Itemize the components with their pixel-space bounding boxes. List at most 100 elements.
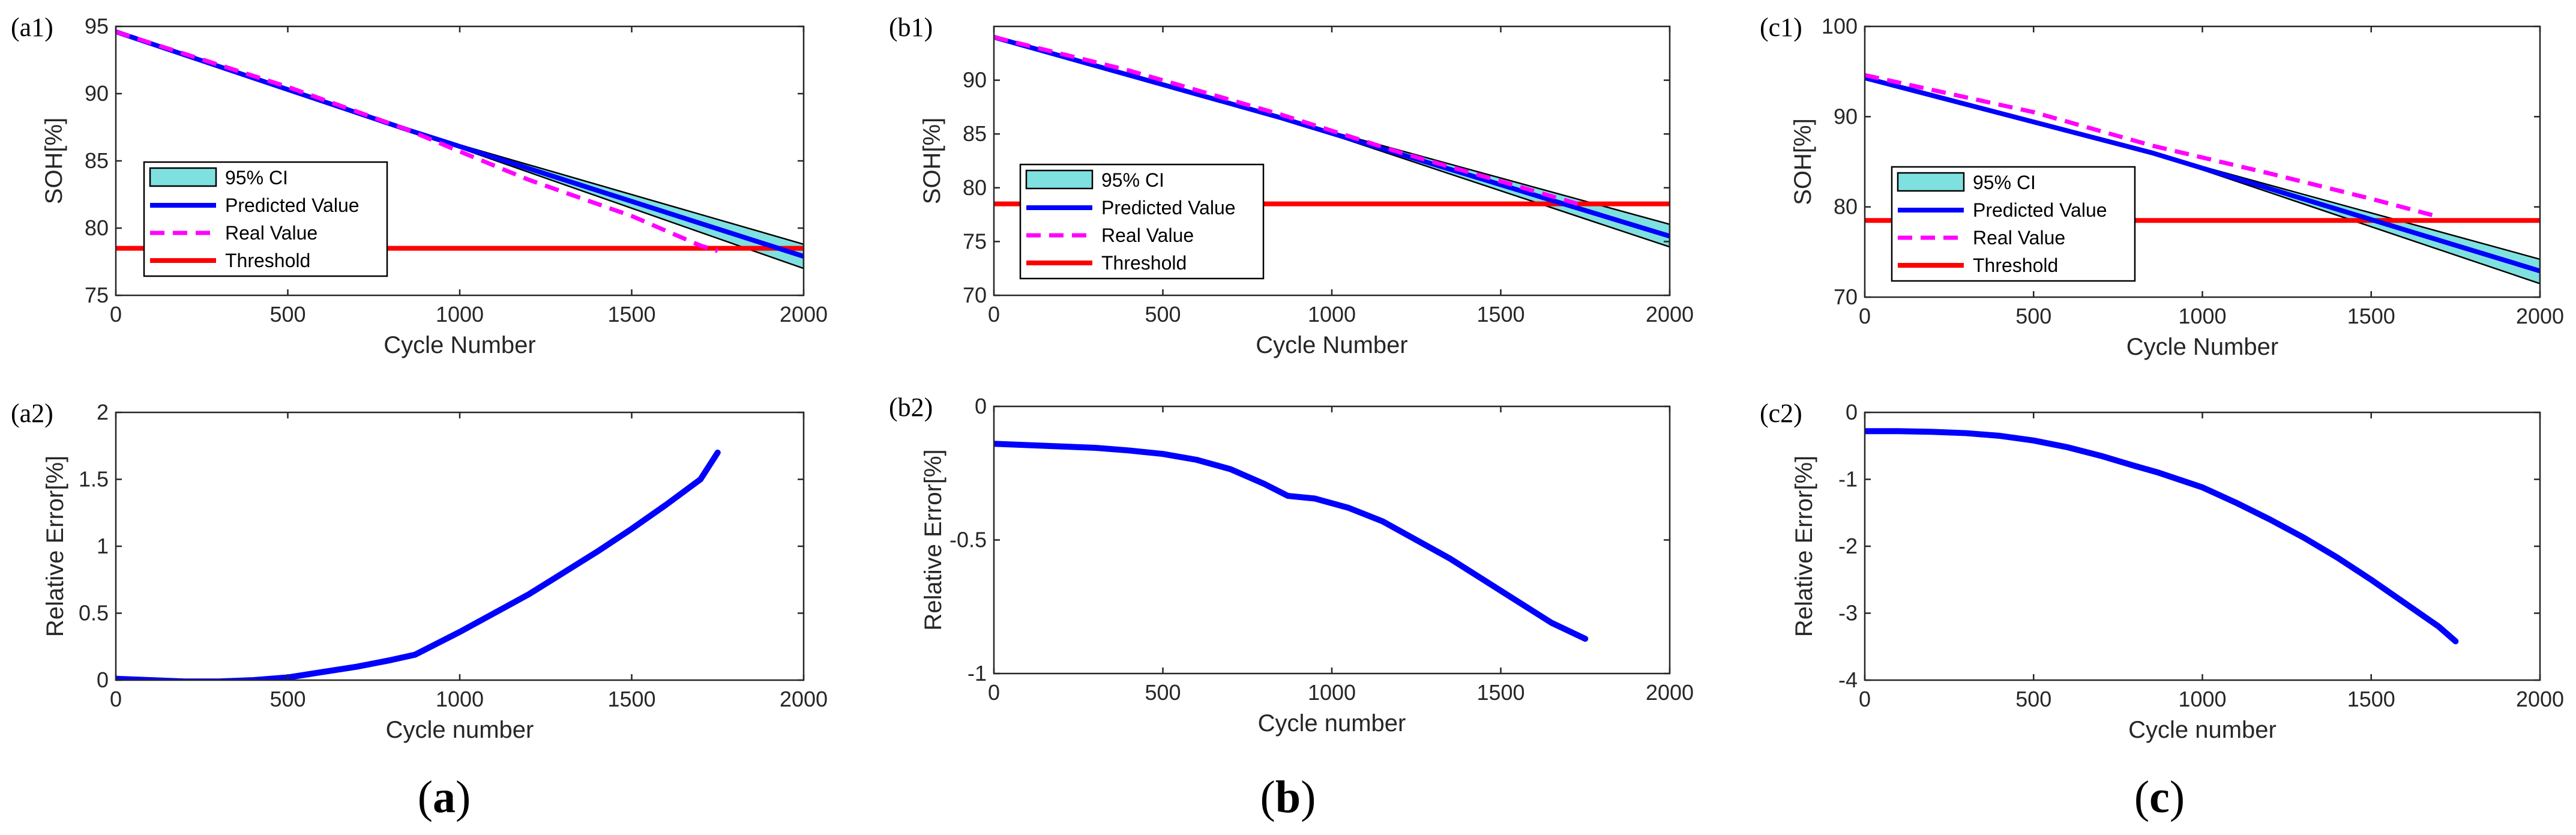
x-tick-label: 2000 [780, 687, 828, 711]
x-axis-label: Cycle number [386, 717, 534, 743]
x-tick-label: 500 [269, 302, 305, 327]
x-tick-label: 2000 [2516, 687, 2564, 711]
error-line [994, 441, 1589, 642]
panel-label: (a1) [11, 13, 53, 42]
x-tick-label: 0 [988, 680, 1000, 705]
y-tick-label: 0 [975, 394, 987, 418]
legend-label: Threshold [1973, 255, 2058, 276]
legend-ci-swatch [1025, 169, 1094, 190]
y-tick-label: 90 [963, 68, 987, 92]
y-tick-label: 85 [85, 148, 109, 173]
y-tick-label: 90 [85, 81, 109, 106]
y-tick-label: 75 [963, 229, 987, 253]
x-tick-label: 1500 [2347, 687, 2395, 711]
x-tick-label: 1000 [2178, 687, 2226, 711]
y-tick-label: 0 [1846, 400, 1858, 424]
legend-label: Real Value [1101, 225, 1194, 246]
y-tick-label: 0 [97, 668, 109, 692]
x-axis-label: Cycle Number [1256, 332, 1407, 358]
panel-b1: 0 500 1000 1500 2000 70 75 80 85 90 Cycle Number SO… [889, 13, 1694, 358]
legend-label: 95% CI [1101, 169, 1164, 191]
x-tick-label: 1500 [1476, 302, 1524, 327]
y-tick-label: 70 [963, 283, 987, 307]
x-tick-label: 1500 [607, 687, 655, 711]
y-tick-label: -0.5 [949, 528, 987, 552]
plot-area [994, 441, 1589, 642]
x-tick-label: 2000 [1646, 302, 1694, 327]
legend-label: Predicted Value [1973, 199, 2107, 221]
y-tick-label: 100 [1822, 14, 1858, 38]
x-tick-label: 1000 [436, 302, 484, 327]
y-axis-label: SOH[%] [1790, 118, 1816, 205]
panel-b2: 0 500 1000 1500 2000 -1 -0.5 0 Cycle number Relat… [889, 393, 1694, 737]
legend-label: Predicted Value [225, 194, 360, 216]
y-tick-label: -3 [1838, 601, 1858, 625]
x-axis-label: Cycle Number [2126, 334, 2278, 360]
x-tick-label: 0 [988, 302, 1000, 327]
legend: 95% CI Predicted Value Real Value Threshold [1891, 166, 2136, 282]
y-tick-label: 75 [85, 283, 109, 307]
x-tick-label: 1000 [1308, 680, 1356, 705]
axes-frame [1864, 411, 2541, 681]
error-line [116, 449, 721, 680]
legend-label: Threshold [1101, 252, 1187, 274]
legend: 95% CI Predicted Value Real Value Threshold [143, 161, 388, 277]
legend-label: 95% CI [1973, 172, 2036, 193]
x-tick-label: 1500 [1476, 680, 1524, 705]
y-axis-label: SOH[%] [919, 118, 945, 204]
legend-label: Real Value [1973, 227, 2065, 249]
y-tick-label: 0.5 [79, 601, 109, 625]
y-tick-label: 70 [1834, 285, 1858, 309]
panel-label: (a2) [11, 399, 53, 428]
y-tick-label: 80 [85, 216, 109, 240]
y-tick-label: 85 [963, 121, 987, 146]
captions: (a) (b) (c) [418, 772, 2185, 822]
x-tick-label: 0 [1859, 687, 1871, 711]
panel-label: (c2) [1760, 399, 1802, 428]
x-tick-label: 1500 [2347, 304, 2395, 328]
y-tick-label: 80 [963, 175, 987, 200]
panel-label: (b1) [889, 13, 933, 42]
x-tick-label: 2000 [1646, 680, 1694, 705]
x-tick-label: 0 [1859, 304, 1871, 328]
panel-label: (c1) [1760, 13, 1802, 42]
x-axis-label: Cycle number [2128, 717, 2277, 743]
plot-area [116, 449, 721, 680]
y-tick-label: -1 [1838, 467, 1858, 492]
panel-label: (b2) [889, 393, 933, 422]
legend-label: Threshold [225, 250, 310, 271]
x-tick-label: 0 [110, 302, 122, 327]
legend: 95% CI Predicted Value Real Value Threshold [1019, 163, 1265, 280]
y-tick-label: 1 [97, 534, 109, 558]
panel-c2: 0 500 1000 1500 2000 -4 -3 -2 -1 0 Cycle number Rel… [1760, 399, 2564, 743]
x-tick-label: 500 [269, 687, 305, 711]
y-tick-label: 2 [97, 400, 109, 424]
y-axis-label: Relative Error[%] [42, 456, 68, 637]
caption-c: (c) [2134, 772, 2185, 822]
plot-area [1865, 428, 2459, 645]
x-axis-label: Cycle number [1258, 710, 1406, 737]
real-line [994, 35, 1586, 208]
y-tick-label: 80 [1834, 194, 1858, 219]
y-tick-label: -1 [968, 661, 987, 686]
x-tick-label: 1000 [2178, 304, 2226, 328]
legend-ci-swatch [1897, 172, 1965, 192]
y-tick-label: 90 [1834, 104, 1858, 128]
y-axis-label: Relative Error[%] [920, 449, 946, 630]
y-tick-label: 95 [85, 14, 109, 38]
x-tick-label: 500 [1145, 302, 1181, 327]
x-tick-label: 2000 [780, 302, 828, 327]
caption-a: (a) [418, 772, 471, 822]
legend-ci-swatch [149, 167, 217, 187]
x-tick-label: 1000 [436, 687, 484, 711]
x-tick-label: 0 [110, 687, 122, 711]
axes-frame [115, 411, 805, 681]
predicted-line [1865, 75, 2540, 274]
panel-a1: 0 500 1000 1500 2000 75 80 85 90 95 Cycle Number SO… [11, 13, 828, 358]
x-tick-label: 500 [2015, 687, 2051, 711]
legend-label: Predicted Value [1101, 197, 1236, 219]
legend-label: 95% CI [225, 167, 288, 188]
x-tick-label: 1500 [607, 302, 655, 327]
